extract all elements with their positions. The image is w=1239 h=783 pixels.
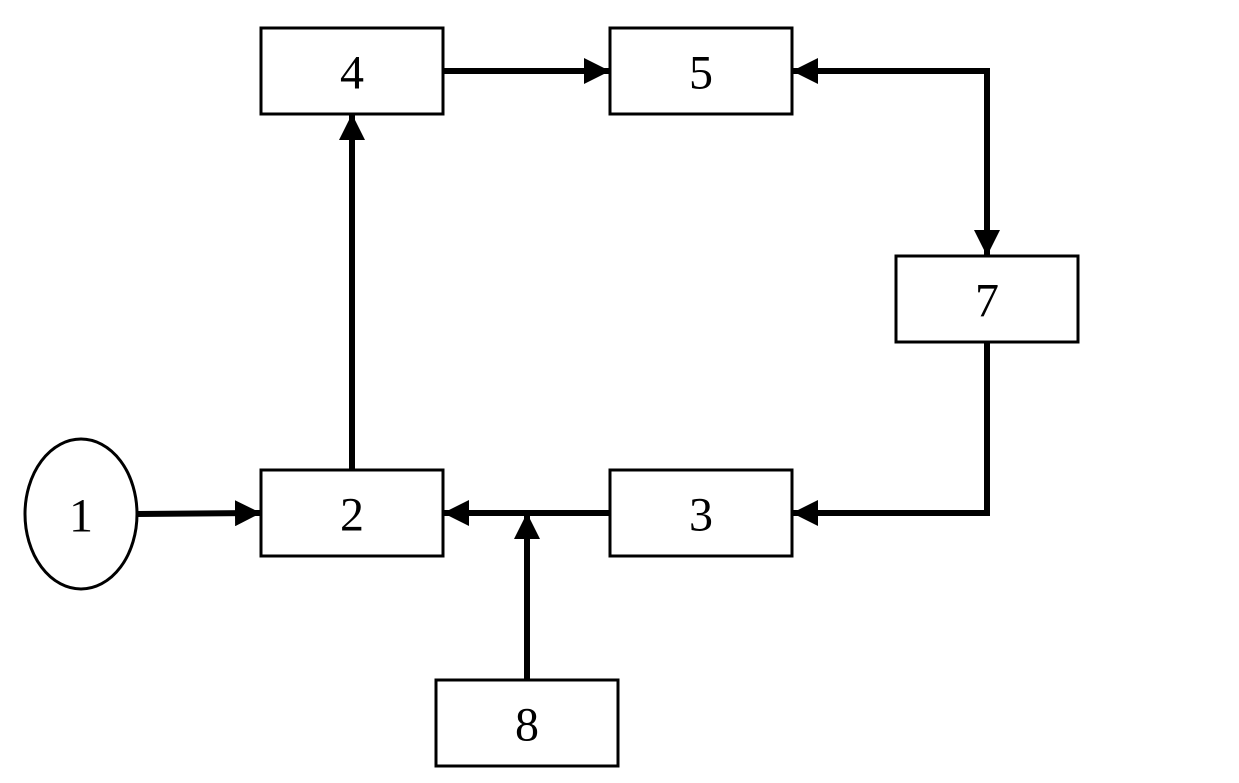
node-label-n8: 8 [515, 699, 539, 752]
edge-n1-n2 [137, 513, 261, 514]
node-label-n7: 7 [975, 275, 999, 328]
node-label-n5: 5 [689, 47, 713, 100]
edge-n5-n7 [792, 71, 987, 256]
flowchart: 1 2 3 4 5 7 8 [0, 0, 1239, 783]
edge-n7-n3 [792, 342, 987, 513]
node-label-n2: 2 [340, 489, 364, 542]
nodes: 1 2 3 4 5 7 8 [25, 28, 1078, 766]
edges [137, 71, 987, 680]
node-label-n1: 1 [69, 490, 93, 543]
node-label-n4: 4 [340, 47, 364, 100]
node-label-n3: 3 [689, 489, 713, 542]
edge-n7-n5 [792, 71, 987, 256]
